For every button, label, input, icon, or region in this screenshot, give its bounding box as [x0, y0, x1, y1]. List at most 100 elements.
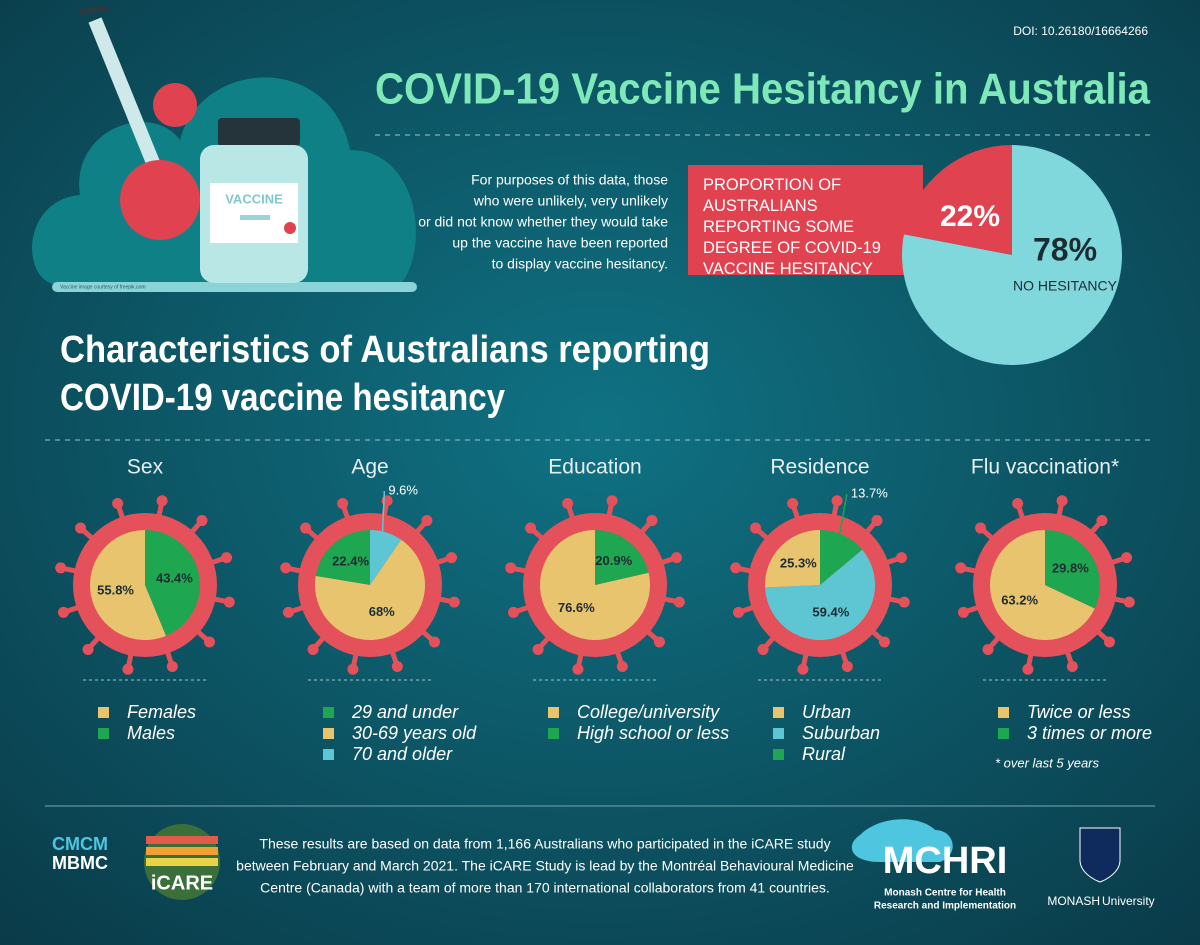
virus-spike-tip — [673, 596, 685, 608]
section-title: COVID-19 vaccine hesitancy — [60, 377, 505, 419]
pie-slice — [370, 530, 402, 585]
note-line: For purposes of this data, those — [471, 172, 668, 188]
virus-spike-tip — [448, 596, 460, 608]
legend-label: Twice or less — [1027, 702, 1131, 722]
category-label: NO HESITANCY — [1013, 278, 1118, 294]
virus-spike-tip — [391, 661, 403, 673]
virus-spike-tip — [831, 495, 843, 507]
virus-spike-tip — [156, 495, 168, 507]
value-label: 59.4% — [812, 604, 849, 619]
virus-spike-tip — [606, 495, 618, 507]
virus-spike-tip — [878, 636, 890, 648]
legend-swatch — [998, 728, 1009, 739]
note-line: to display vaccine hesitancy. — [492, 256, 668, 272]
virus-spike-tip — [757, 643, 769, 655]
virus-spike-tip — [562, 497, 574, 509]
virus-spike-tip — [1103, 636, 1115, 648]
virus-spike-tip — [196, 515, 208, 527]
legend-swatch — [98, 728, 109, 739]
virus-spike-tip — [975, 522, 987, 534]
pie-slice — [314, 539, 425, 640]
pie-slice — [90, 530, 167, 640]
virus-spike-tip — [653, 636, 665, 648]
legend-label: Females — [127, 702, 196, 722]
legend-swatch — [98, 707, 109, 718]
title: COVID-19 Vaccine Hesitancy in Australia — [375, 65, 1150, 114]
legend-swatch — [548, 707, 559, 718]
legend-swatch — [773, 749, 784, 760]
value-label: 78% — [1033, 231, 1097, 267]
legend-label: 30-69 years old — [352, 723, 477, 743]
virus-spike-tip — [505, 562, 517, 574]
logo-text: CMCM — [52, 834, 108, 854]
section-title: Characteristics of Australians reporting — [60, 329, 710, 371]
legend-label: 70 and older — [352, 744, 453, 764]
pie-slice — [315, 530, 370, 585]
virus-spike-tip — [282, 606, 294, 618]
chart-title: Sex — [127, 456, 164, 479]
value-label: 68% — [369, 604, 395, 619]
virus-spike-tip — [1123, 596, 1135, 608]
virus-spike-tip — [797, 663, 809, 675]
value-label: 13.7% — [851, 485, 888, 500]
pie-slice — [765, 530, 820, 588]
virus-spike-tip — [1121, 552, 1133, 564]
virus-spike-tip — [732, 606, 744, 618]
virus-spike-tip — [871, 515, 883, 527]
virus-spike-tip — [572, 663, 584, 675]
legend-swatch — [323, 707, 334, 718]
virus-spike-tip — [428, 636, 440, 648]
legend-label: Urban — [802, 702, 851, 722]
virus-spike-tip — [57, 606, 69, 618]
virus-spike-tip — [446, 552, 458, 564]
logo-text: iCARE — [151, 872, 213, 894]
leader-line — [381, 491, 386, 547]
note-line: who were unlikely, very unlikely — [473, 193, 668, 209]
value-label: 20.9% — [595, 553, 632, 568]
legend-swatch — [323, 749, 334, 760]
virus-spike-tip — [203, 636, 215, 648]
value-label: 22.4% — [332, 554, 369, 569]
virus-spike-tip — [671, 552, 683, 564]
chart-title: Age — [351, 456, 388, 479]
legend-swatch — [773, 728, 784, 739]
legend-swatch — [773, 707, 784, 718]
virus-spike-tip — [1066, 661, 1078, 673]
virus-spike-tip — [957, 606, 969, 618]
virus-spike-tip — [730, 562, 742, 574]
virus-spike-tip — [616, 661, 628, 673]
footer-line: These results are based on data from 1,1… — [259, 836, 830, 852]
legend-swatch — [548, 728, 559, 739]
legend-label: 29 and under — [351, 702, 459, 722]
virus-spike-tip — [55, 562, 67, 574]
virus-spike-tip — [955, 562, 967, 574]
virus-spike-tip — [75, 522, 87, 534]
legend-swatch — [998, 707, 1009, 718]
value-label: 9.6% — [388, 483, 418, 498]
virus-spike-tip — [507, 606, 519, 618]
virus-spike-tip — [166, 661, 178, 673]
pie-slice — [989, 530, 1095, 640]
legend-label: 3 times or more — [1027, 723, 1152, 743]
virus-spike-tip — [750, 522, 762, 534]
value-label: 55.8% — [97, 582, 134, 597]
leader-line — [836, 493, 848, 549]
virus-spike-tip — [896, 552, 908, 564]
virus-spike-tip — [1012, 497, 1024, 509]
virus-spike-tip — [532, 643, 544, 655]
virus-spike-tip — [646, 515, 658, 527]
virus-spike-tip — [347, 663, 359, 675]
virus-spike-tip — [307, 643, 319, 655]
virus-spike-tip — [1056, 495, 1068, 507]
virus-spike-tip — [1096, 515, 1108, 527]
value-label: 25.3% — [780, 556, 817, 571]
pie-slice — [902, 145, 1122, 366]
logo-text: University — [1102, 894, 1155, 908]
monash-crest — [1079, 827, 1121, 883]
virus-spike-tip — [1022, 663, 1034, 675]
virus-spike-tip — [421, 515, 433, 527]
chart-title: Education — [548, 456, 641, 479]
pie-slice — [595, 530, 649, 585]
legend-label: Suburban — [802, 723, 880, 743]
